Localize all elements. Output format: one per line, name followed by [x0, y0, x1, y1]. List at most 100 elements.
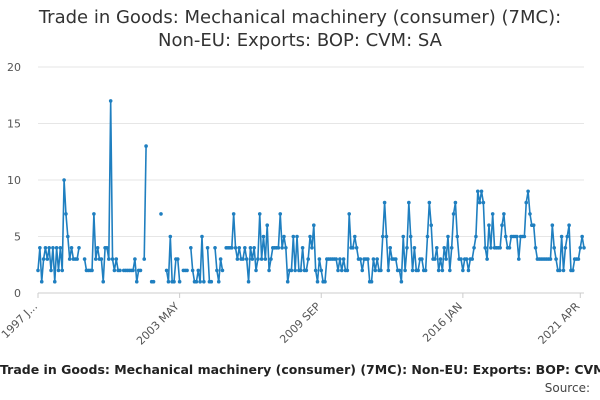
data-point-267 — [533, 246, 538, 250]
data-point-75 — [175, 257, 180, 261]
data-point-80 — [185, 268, 189, 273]
data-point-161 — [336, 268, 340, 273]
data-point-34 — [99, 257, 104, 261]
data-point-58 — [144, 144, 148, 148]
y-tick-label-5: 5 — [14, 231, 21, 244]
data-point-209 — [425, 234, 430, 239]
data-point-1 — [38, 246, 42, 250]
data-point-6 — [47, 246, 51, 250]
data-point-210 — [427, 200, 432, 205]
data-point-199 — [407, 200, 411, 205]
data-point-122 — [263, 257, 268, 261]
data-point-69 — [164, 268, 169, 273]
data-point-117 — [254, 268, 258, 273]
data-point-129 — [276, 246, 281, 250]
data-point-7 — [49, 268, 53, 273]
chart-gridlines — [38, 66, 584, 237]
data-point-25 — [82, 257, 87, 261]
data-point-0 — [36, 268, 40, 273]
data-point-204 — [416, 268, 420, 273]
x-tick-label-2: 2009 SEP — [277, 300, 323, 346]
source-label: Source: — [544, 381, 590, 395]
data-point-150 — [315, 279, 320, 284]
data-point-228 — [461, 268, 465, 273]
data-point-39 — [108, 99, 113, 103]
data-point-130 — [278, 212, 283, 216]
data-point-132 — [282, 234, 286, 239]
data-point-96 — [215, 268, 219, 273]
data-point-11 — [56, 268, 61, 273]
data-point-91 — [205, 246, 210, 250]
data-point-3 — [41, 257, 46, 261]
data-point-124 — [267, 268, 271, 273]
data-point-71 — [168, 234, 173, 239]
data-point-250 — [502, 212, 506, 216]
data-point-249 — [500, 223, 504, 227]
data-point-134 — [285, 279, 290, 284]
data-point-149 — [313, 268, 318, 273]
data-point-277 — [552, 246, 556, 250]
data-point-147 — [310, 246, 314, 250]
data-point-22 — [77, 246, 81, 250]
data-point-244 — [490, 212, 495, 216]
data-point-42 — [114, 257, 119, 261]
data-point-240 — [483, 246, 488, 250]
data-point-31 — [93, 257, 98, 261]
data-point-95 — [213, 246, 217, 250]
data-point-234 — [472, 246, 476, 250]
data-point-76 — [177, 279, 182, 284]
chart-title-line-1: Trade in Goods: Mechanical machinery (co… — [38, 7, 562, 28]
data-point-243 — [489, 246, 493, 250]
data-point-85 — [194, 279, 199, 284]
data-point-35 — [101, 279, 106, 284]
data-point-177 — [366, 257, 370, 261]
data-point-32 — [95, 246, 100, 250]
data-point-201 — [410, 268, 415, 273]
data-point-198 — [405, 246, 409, 250]
data-point-238 — [479, 189, 484, 194]
series-line-segment-7 — [190, 235, 205, 283]
chart-title: Trade in Goods: Mechanical machinery (co… — [0, 6, 600, 52]
data-point-89 — [202, 279, 206, 284]
x-tick-label-3: 2016 JAN — [420, 300, 465, 345]
data-point-202 — [412, 246, 417, 250]
data-point-83 — [190, 268, 195, 273]
data-point-293 — [582, 246, 586, 250]
data-point-163 — [339, 268, 344, 273]
data-point-13 — [60, 268, 65, 273]
data-point-231 — [466, 268, 471, 273]
data-point-237 — [477, 200, 482, 205]
data-point-217 — [440, 268, 445, 273]
data-point-219 — [444, 257, 448, 261]
series-line — [37, 100, 585, 283]
data-point-145 — [306, 257, 311, 261]
data-point-292 — [580, 234, 584, 239]
series-line-segment-9 — [214, 247, 224, 283]
data-point-283 — [563, 246, 568, 250]
data-point-213 — [433, 257, 437, 261]
data-point-169 — [351, 246, 355, 250]
data-point-196 — [401, 234, 406, 239]
data-point-115 — [250, 257, 255, 261]
data-point-182 — [375, 257, 379, 261]
y-tick-label-10: 10 — [7, 174, 21, 187]
data-point-263 — [526, 189, 530, 194]
data-point-99 — [220, 268, 225, 273]
chart-caption: Trade in Goods: Mechanical machinery (co… — [0, 362, 600, 377]
data-point-21 — [75, 257, 79, 261]
data-point-180 — [371, 257, 376, 261]
data-point-29 — [90, 268, 94, 273]
data-point-225 — [455, 234, 460, 239]
data-point-113 — [246, 279, 251, 284]
data-point-62 — [151, 279, 156, 284]
data-point-30 — [92, 212, 96, 216]
data-point-281 — [559, 234, 564, 239]
data-point-18 — [69, 246, 74, 250]
y-tick-label-0: 0 — [14, 287, 21, 300]
data-point-233 — [470, 257, 474, 261]
data-point-154 — [323, 279, 327, 284]
data-point-116 — [252, 246, 256, 250]
data-point-121 — [261, 234, 266, 239]
data-point-112 — [244, 257, 249, 261]
